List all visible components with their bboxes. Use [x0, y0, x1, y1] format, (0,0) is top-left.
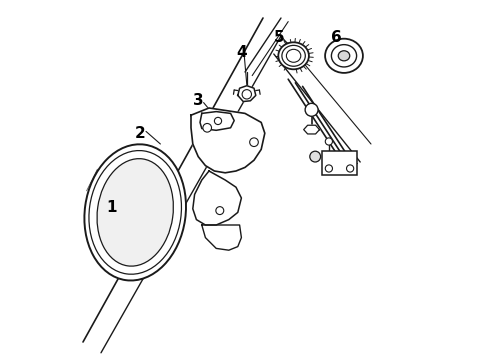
Circle shape [250, 138, 258, 147]
Ellipse shape [325, 39, 363, 73]
Circle shape [215, 117, 221, 125]
Text: 2: 2 [135, 126, 146, 141]
Ellipse shape [282, 45, 305, 66]
Text: 5: 5 [274, 30, 285, 45]
Polygon shape [200, 112, 234, 130]
Polygon shape [191, 108, 265, 173]
Ellipse shape [97, 159, 173, 266]
Ellipse shape [278, 42, 309, 69]
Circle shape [310, 151, 320, 162]
Circle shape [203, 123, 212, 132]
Ellipse shape [338, 51, 350, 61]
Polygon shape [202, 225, 242, 250]
Polygon shape [193, 171, 242, 225]
Circle shape [325, 165, 333, 172]
Circle shape [216, 207, 224, 215]
Text: 4: 4 [236, 45, 246, 60]
Ellipse shape [89, 150, 181, 274]
Ellipse shape [84, 144, 186, 280]
Ellipse shape [331, 45, 357, 67]
Text: 3: 3 [193, 93, 203, 108]
Circle shape [346, 165, 354, 172]
Text: 6: 6 [331, 30, 342, 45]
FancyBboxPatch shape [322, 151, 357, 175]
Ellipse shape [286, 49, 301, 62]
Text: 1: 1 [106, 199, 117, 215]
Polygon shape [304, 125, 319, 134]
Circle shape [325, 138, 333, 145]
Circle shape [242, 90, 251, 99]
Polygon shape [238, 86, 256, 102]
Circle shape [305, 103, 318, 116]
